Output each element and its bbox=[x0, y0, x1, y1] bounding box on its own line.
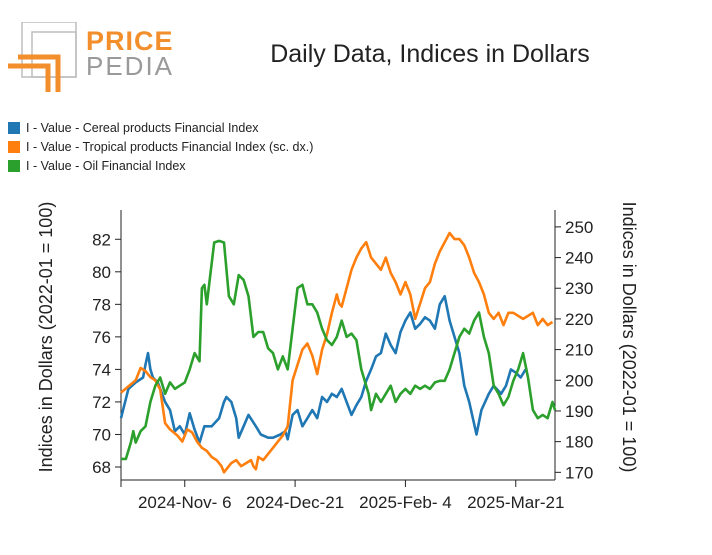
x-tick-label: 2025-Feb- 4 bbox=[359, 493, 452, 512]
left-y-tick-label: 70 bbox=[92, 425, 111, 444]
right-y-tick-label: 180 bbox=[565, 433, 593, 452]
cereal-series-line bbox=[119, 294, 527, 444]
right-y-tick-label: 210 bbox=[565, 341, 593, 360]
left-y-tick-label: 82 bbox=[92, 230, 111, 249]
left-y-tick-label: 76 bbox=[92, 328, 111, 347]
oil-series-line bbox=[121, 239, 557, 461]
right-y-tick-label: 250 bbox=[565, 218, 593, 237]
left-y-tick-label: 74 bbox=[92, 360, 111, 379]
right-y-tick-label: 240 bbox=[565, 249, 593, 268]
chart-title: Daily Data, Indices in Dollars bbox=[270, 40, 590, 68]
logo-text-price: PRICE bbox=[86, 26, 174, 56]
legend-item-tropical: I - Value - Tropical products Financial … bbox=[8, 137, 313, 156]
left-y-tick-label: 68 bbox=[92, 458, 111, 477]
left-y-tick-label: 78 bbox=[92, 295, 111, 314]
tropical-series-line bbox=[120, 231, 554, 474]
right-y-tick-label: 230 bbox=[565, 279, 593, 298]
logo-mark-icon bbox=[8, 22, 77, 92]
legend-swatch-oil bbox=[8, 159, 20, 172]
legend-label-tropical: I - Value - Tropical products Financial … bbox=[26, 139, 314, 154]
x-tick-label: 2025-Mar-21 bbox=[467, 493, 564, 512]
x-tick-label: 2024-Dec-21 bbox=[246, 493, 344, 512]
logo-text-pedia: PEDIA bbox=[86, 51, 175, 81]
x-tick-label: 2024-Nov- 6 bbox=[138, 493, 232, 512]
legend-label-oil: I - Value - Oil Financial Index bbox=[26, 158, 186, 173]
legend-swatch-cereal bbox=[8, 121, 20, 134]
left-y-axis-title: Indices in Dollars (2022-01 = 100) bbox=[36, 202, 56, 473]
legend-swatch-tropical bbox=[8, 140, 20, 153]
left-y-tick-label: 72 bbox=[92, 393, 111, 412]
right-y-axis-title: Indices in Dollars (2022-01 = 100) bbox=[619, 202, 639, 473]
legend-item-cereal: I - Value - Cereal products Financial In… bbox=[8, 118, 313, 137]
right-y-tick-label: 220 bbox=[565, 310, 593, 329]
legend-item-oil: I - Value - Oil Financial Index bbox=[8, 156, 313, 175]
chart-legend: I - Value - Cereal products Financial In… bbox=[8, 118, 313, 175]
right-y-tick-label: 170 bbox=[565, 463, 593, 482]
right-y-tick-label: 200 bbox=[565, 371, 593, 390]
legend-label-cereal: I - Value - Cereal products Financial In… bbox=[26, 120, 259, 135]
left-y-tick-label: 80 bbox=[92, 263, 111, 282]
pricepedia-logo: PRICE PEDIA bbox=[8, 22, 173, 92]
right-y-tick-label: 190 bbox=[565, 402, 593, 421]
